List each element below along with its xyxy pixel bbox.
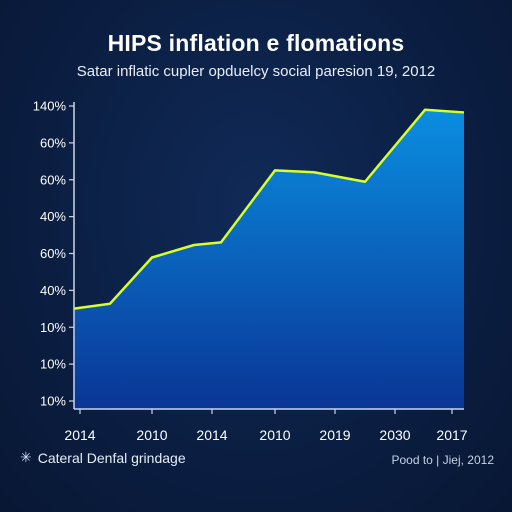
y-tick-label: 60% (40, 246, 66, 261)
source-note: ✳ Cateral Denfal grindage (20, 449, 186, 466)
x-tick-label: 2019 (319, 427, 350, 443)
x-tick-label: 2017 (436, 427, 467, 443)
y-tick-label: 40% (40, 283, 66, 298)
series-line (73, 108, 465, 310)
credit-note: Pood to | Jiej, 2012 (391, 453, 494, 467)
x-tick-label: 2010 (259, 427, 290, 443)
chart-title: HIPS inflation e flomations (107, 30, 405, 56)
x-tick-label: 2030 (379, 427, 410, 443)
y-tick-label: 140% (33, 99, 67, 114)
x-tick-label: 2010 (136, 427, 167, 443)
y-tick-label: 40% (40, 209, 66, 224)
x-tick-label: 2014 (64, 427, 95, 443)
y-tick-label: 60% (40, 172, 66, 187)
y-tick-label: 10% (40, 394, 66, 409)
chart-subtitle: Satar inflatic cupler opduelcy social pa… (76, 63, 436, 80)
y-tick-label: 10% (40, 320, 66, 335)
y-tick-label: 10% (40, 357, 66, 372)
series-area (74, 109, 464, 409)
asterisk-icon: ✳ (20, 449, 32, 465)
y-tick-label: 60% (40, 135, 66, 150)
source-label: Cateral Denfal grindage (37, 449, 186, 466)
x-tick-label: 2014 (196, 427, 227, 443)
